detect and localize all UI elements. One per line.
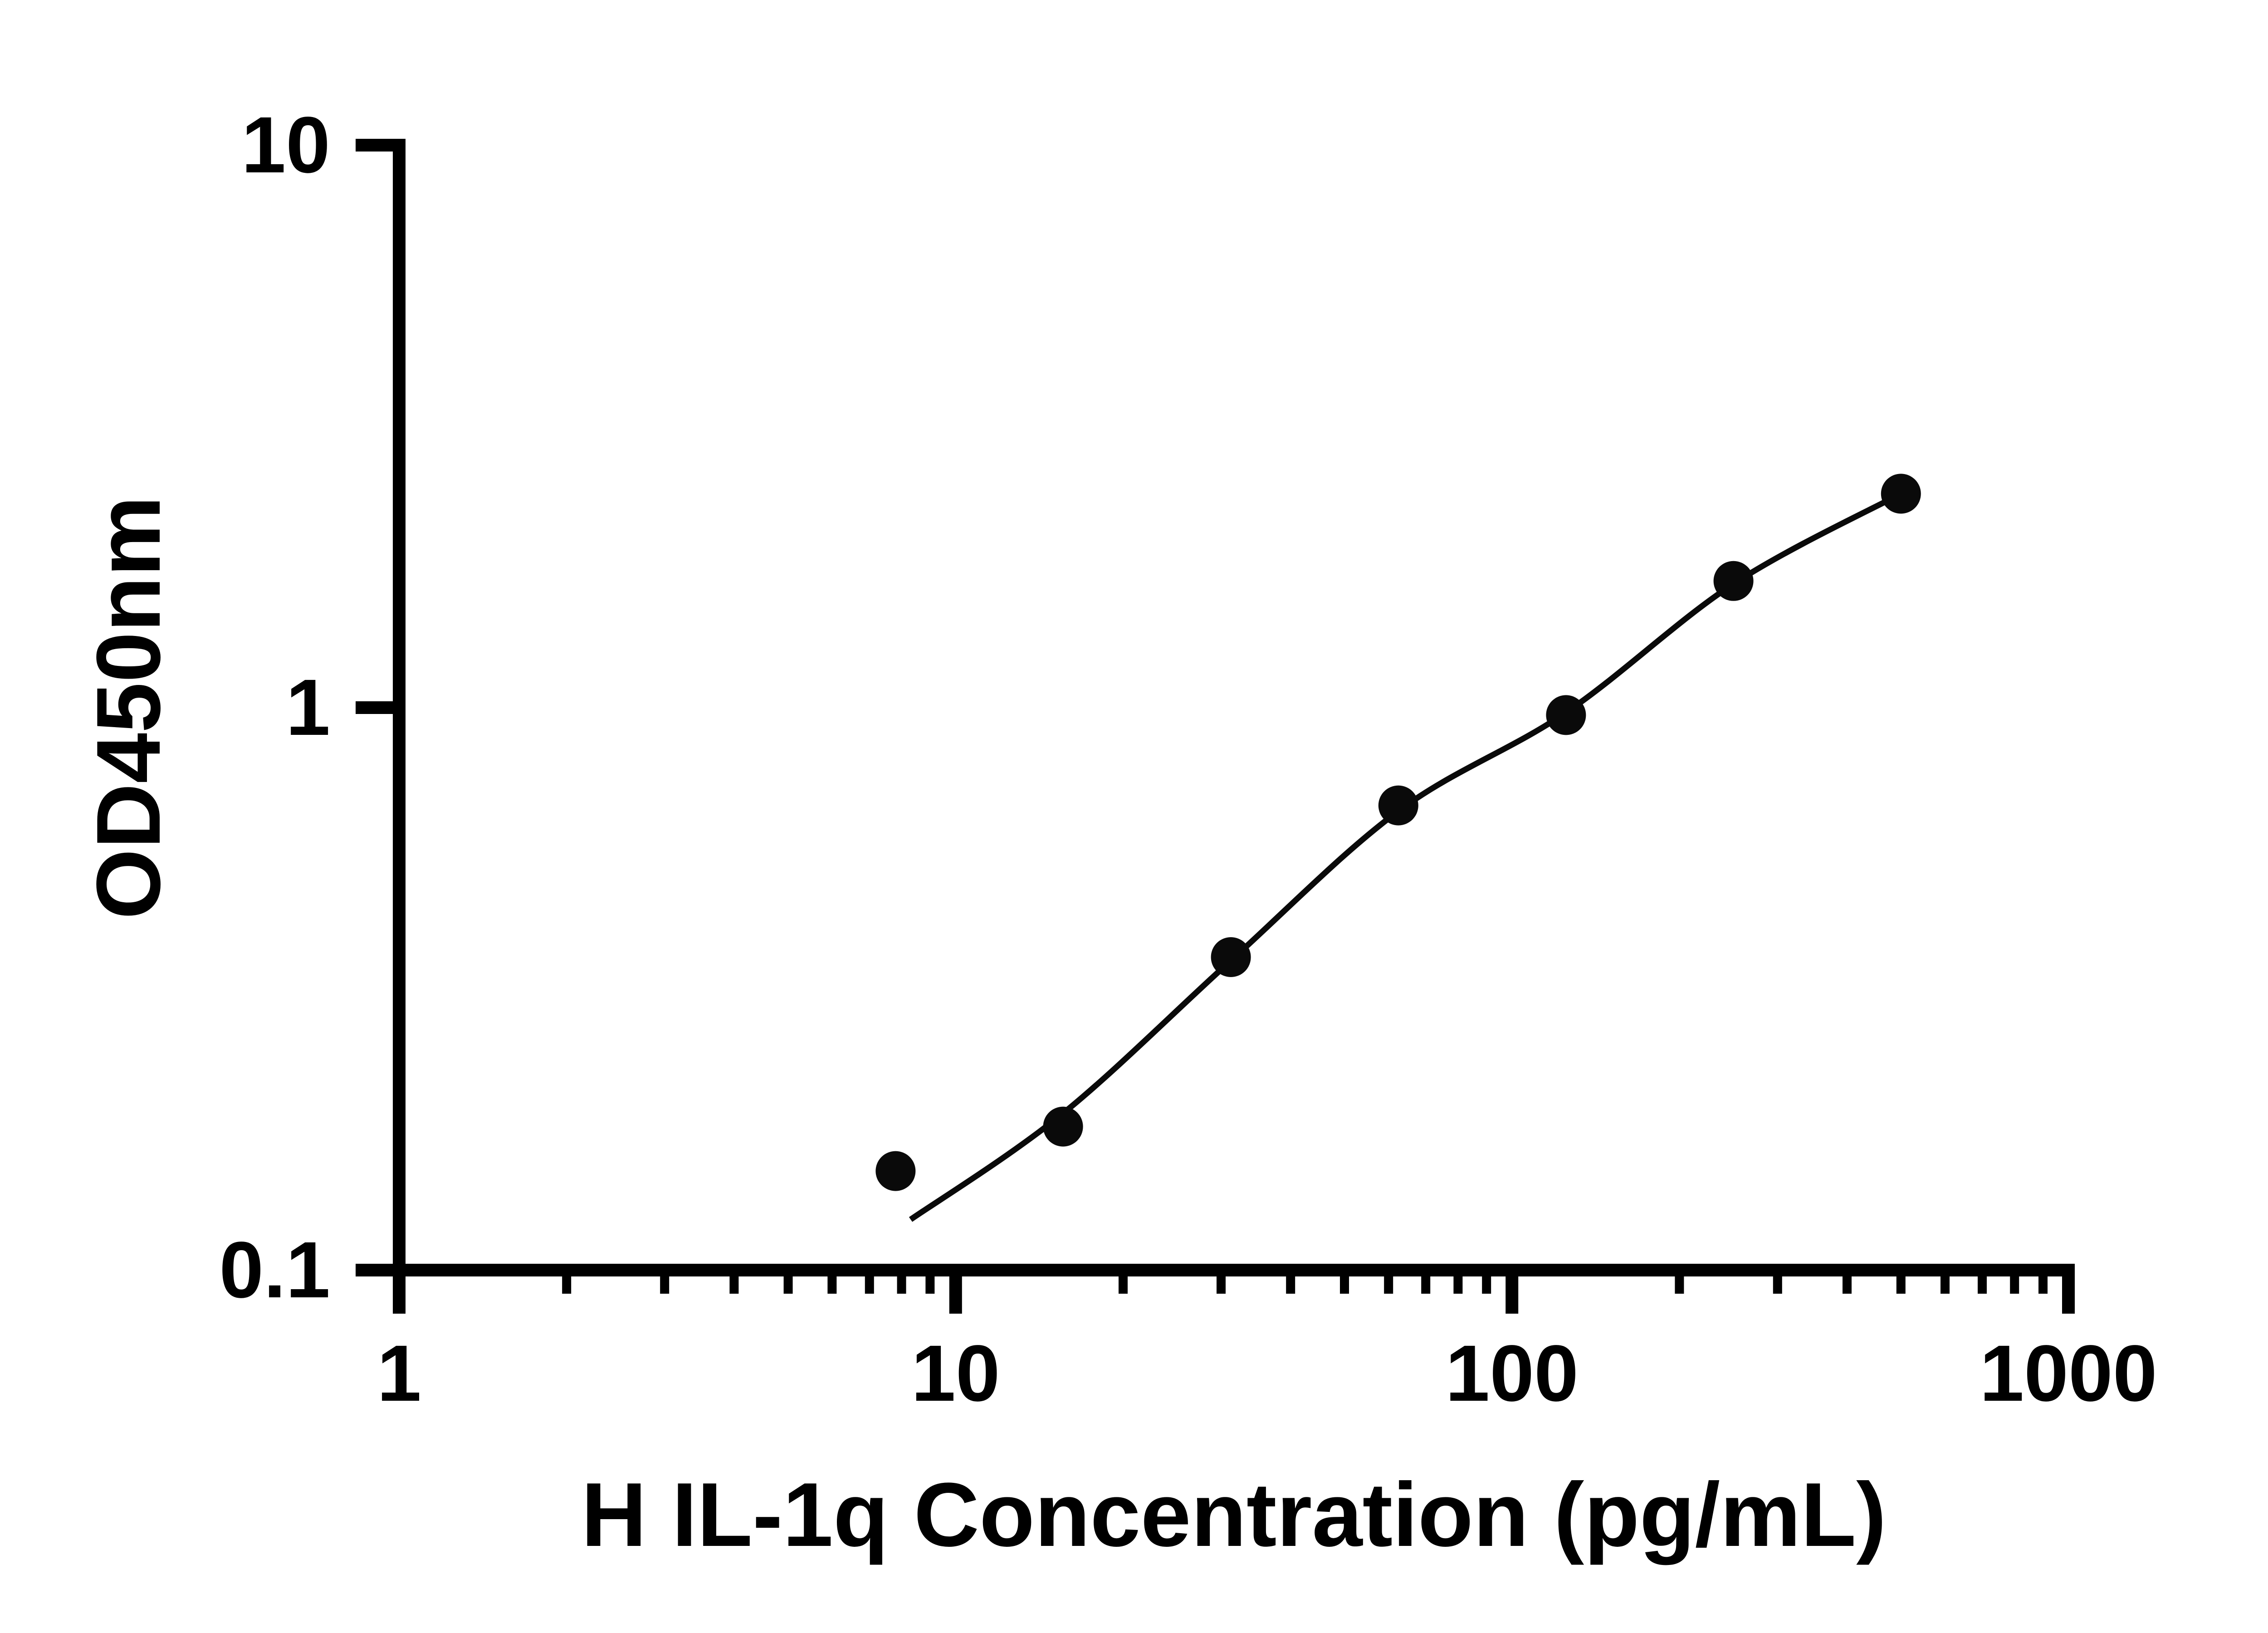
y-tick-labels: 0.1 1 10 (219, 101, 330, 1315)
x-tick-label: 10 (911, 1329, 1000, 1418)
data-point (1881, 474, 1921, 514)
chart-generated-layer: 1 10 100 1000 0.1 1 10 (219, 101, 2157, 1418)
y-tick-label: 1 (286, 663, 330, 752)
x-tick-label: 100 (1445, 1329, 1579, 1418)
data-point (1546, 695, 1586, 735)
x-axis-title: H IL-1q Concentration (pg/mL) (581, 1464, 1887, 1565)
data-point (1211, 937, 1251, 977)
x-tick-labels: 1 10 100 1000 (377, 1329, 2157, 1418)
data-point (1043, 1106, 1083, 1147)
y-tick-label: 0.1 (219, 1226, 330, 1315)
y-tick-label: 10 (241, 101, 330, 190)
data-point (875, 1151, 916, 1191)
data-point (1378, 785, 1418, 826)
data-point (1713, 561, 1754, 601)
x-tick-label: 1000 (1980, 1329, 2157, 1418)
y-axis-title: OD450nm (78, 496, 179, 919)
y-axis-ticks (356, 139, 399, 1276)
data-points (875, 474, 1921, 1191)
x-axis-ticks (393, 1270, 2075, 1314)
x-tick-label: 1 (377, 1329, 421, 1418)
